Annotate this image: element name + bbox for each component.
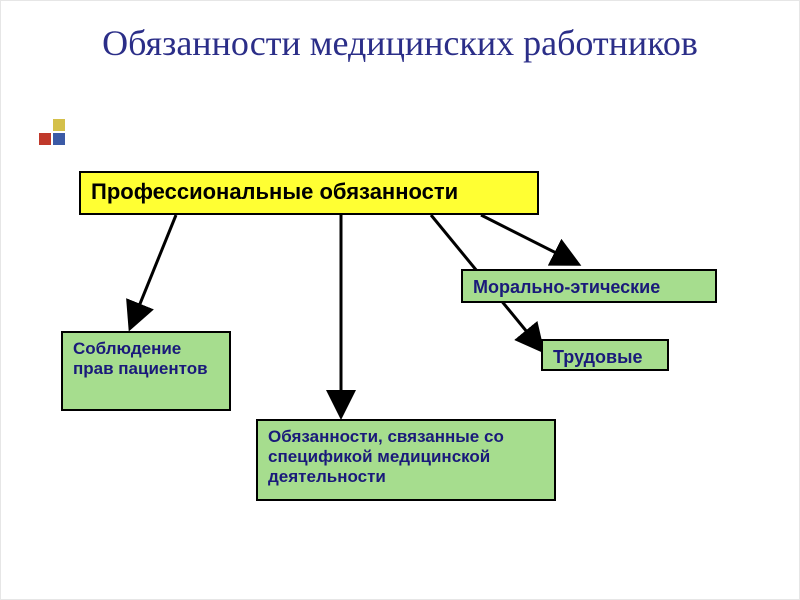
box-labor: Трудовые xyxy=(541,339,669,371)
box-patient-rights: Соблюдение прав пациентов xyxy=(61,331,231,411)
box-moral-ethical: Морально-этические xyxy=(461,269,717,303)
box-label: Обязанности, связанные со спецификой мед… xyxy=(268,427,504,486)
box-label: Трудовые xyxy=(553,347,643,367)
box-label: Морально-этические xyxy=(473,277,660,297)
bullet-yellow xyxy=(53,119,65,131)
slide-title: Обязанности медицинских работников xyxy=(1,23,799,64)
bullet-blue xyxy=(53,133,65,145)
box-medical-specific: Обязанности, связанные со спецификой мед… xyxy=(256,419,556,501)
slide-canvas: Обязанности медицинских работников Профе… xyxy=(0,0,800,600)
box-label: Профессиональные обязанности xyxy=(91,179,458,204)
bullet-red xyxy=(39,133,51,145)
box-professional-duties: Профессиональные обязанности xyxy=(79,171,539,215)
box-label: Соблюдение прав пациентов xyxy=(73,339,208,378)
